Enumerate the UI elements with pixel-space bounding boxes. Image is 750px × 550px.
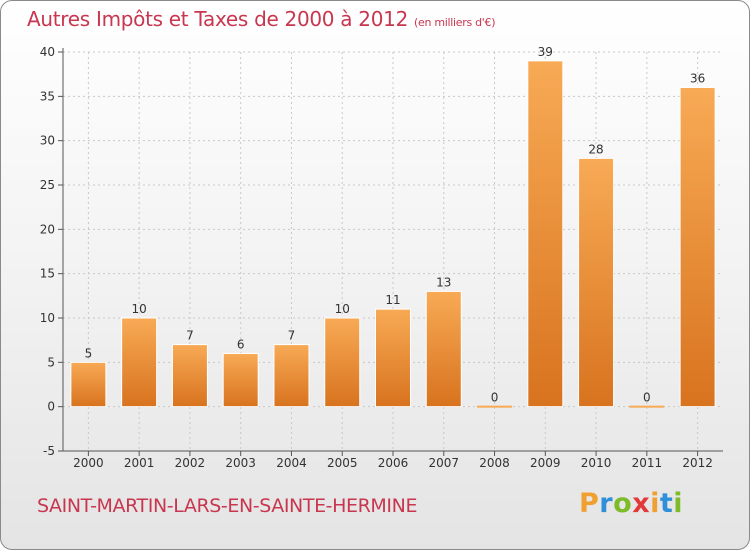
x-tick-label: 2011 [632,456,663,470]
logo-letter: o [613,488,633,519]
x-tick-label: 2002 [175,456,206,470]
bar-2003 [222,352,259,408]
bar-2009 [527,60,564,408]
y-tick-label: 10 [40,311,55,325]
x-tick-label: 2001 [124,456,155,470]
bar-2000 [70,361,107,408]
y-tick-label: 40 [40,45,55,59]
chart-unit: (en milliers d'€) [414,16,496,29]
bar-2010 [578,157,615,408]
logo-letter: t [659,488,674,519]
data-label: 6 [237,337,245,351]
bar-2002 [171,344,208,408]
logo-letter: r [599,488,614,519]
bar-2001 [121,317,158,408]
data-label: 7 [186,329,194,343]
x-tick-label: 2005 [327,456,358,470]
y-tick-label: 30 [40,134,55,148]
data-label: 13 [436,275,451,289]
x-tick-label: 2010 [581,456,612,470]
commune-name: SAINT-MARTIN-LARS-EN-SAINTE-HERMINE [37,495,418,517]
x-tick-label: 2006 [378,456,409,470]
logo-letter: P [579,488,600,519]
logo-letter: x [632,488,651,519]
data-label: 0 [491,391,499,405]
proxiti-logo: Proxiti [579,488,683,519]
logo-letter: i [673,488,684,519]
data-labels: 5 10 7 6 7 10 11 13 0 39 28 0 36 [85,45,706,405]
x-tick-label: 2012 [682,456,713,470]
data-label: 10 [132,302,147,316]
data-label: 28 [588,142,603,156]
x-tick-label: 2003 [225,456,256,470]
bar-2006 [375,308,411,408]
y-tick-label: -5 [43,444,55,458]
bar-2007 [425,290,462,408]
data-label: 0 [643,391,651,405]
bar-2008 [477,405,513,408]
data-label: 39 [538,45,553,59]
chart-title-text: Autres Impôts et Taxes de 2000 à 2012 [27,7,408,31]
y-tick-label: 25 [40,178,55,192]
y-tick-label: 0 [47,400,55,414]
data-label: 7 [288,329,296,343]
bars [70,60,716,408]
x-tick-label: 2008 [479,456,510,470]
bar-2005 [324,317,361,408]
bar-2011 [629,405,665,408]
x-tick-label: 2004 [276,456,307,470]
chart-title: Autres Impôts et Taxes de 2000 à 2012 (en… [27,7,495,31]
data-label: 11 [385,293,400,307]
x-tick-label: 2007 [428,456,459,470]
y-tick-label: 15 [40,267,55,281]
data-label: 5 [85,346,93,360]
x-tick-label: 2009 [530,456,561,470]
data-label: 36 [690,71,705,85]
logo-letter: i [650,488,660,519]
bar-2004 [273,344,310,408]
y-tick-label: 35 [40,89,55,103]
x-tick-label: 2000 [73,456,104,470]
axes: -5 0 5 10 15 20 25 30 35 40 2000 2001 2002 2003 2004 20… [40,45,723,470]
data-label: 10 [335,302,350,316]
y-tick-label: 5 [47,355,55,369]
y-tick-label: 20 [40,222,55,236]
bar-2012 [679,86,716,408]
